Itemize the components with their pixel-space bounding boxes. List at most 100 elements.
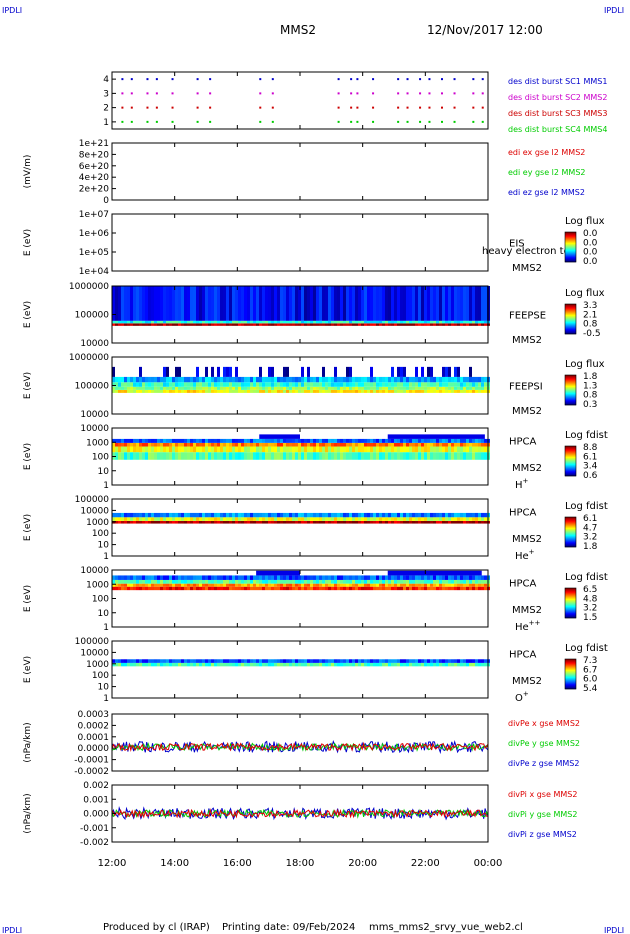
y-tick-label: 1000 <box>86 580 109 590</box>
spectrogram-cell <box>286 583 289 587</box>
spectrogram-cell <box>271 586 274 591</box>
spectrogram-cell <box>259 323 262 326</box>
spectrogram-cell <box>256 438 259 443</box>
spectrogram-cell <box>298 517 301 521</box>
spectrogram-cell <box>292 520 295 524</box>
spectrogram-cell <box>475 442 478 447</box>
spectrogram-cell <box>274 586 277 591</box>
spectrogram-cell <box>256 376 259 383</box>
spectrogram-cell <box>295 586 298 591</box>
spectrogram-cell <box>400 512 403 518</box>
spectrogram-cell <box>238 586 241 591</box>
spectrogram-cell <box>466 659 469 663</box>
spectrogram-cell <box>121 517 124 521</box>
spectrogram-cell <box>352 575 355 580</box>
spectrogram-cell <box>268 320 271 324</box>
spectrogram-cell <box>271 575 274 580</box>
spectrogram-cell <box>301 446 304 453</box>
spectrogram-cell <box>334 323 337 326</box>
spectrogram-cell <box>250 583 253 587</box>
spectrogram-cell <box>262 389 265 393</box>
colorbar-swatch <box>565 401 576 403</box>
spectrogram-cell <box>262 438 265 443</box>
spectrogram-cell <box>157 575 160 580</box>
spectrogram-cell <box>460 323 463 326</box>
spectrogram-cell <box>397 286 400 321</box>
spectrogram-cell <box>214 286 217 321</box>
spectrogram-cell <box>199 438 202 443</box>
spectrogram-cell <box>382 583 385 587</box>
spectrogram-cell <box>118 389 121 393</box>
spectrogram-cell <box>163 517 166 521</box>
spectrogram-cell <box>181 586 184 591</box>
spectrogram-cell <box>163 389 166 393</box>
colorbar-swatch <box>565 403 576 405</box>
spectrogram-cell <box>415 662 418 667</box>
colorbar-swatch <box>565 531 576 533</box>
colorbar-swatch <box>565 328 576 330</box>
spectrogram-cell <box>424 579 427 584</box>
spectrogram-cell <box>193 452 196 460</box>
spectrogram-cell <box>346 662 349 667</box>
species-charge: + <box>529 548 535 556</box>
spectrogram-cell <box>337 386 340 390</box>
spectrogram-cell <box>403 386 406 390</box>
spectrogram-cell <box>151 575 154 580</box>
spectrogram-cell <box>388 575 391 580</box>
spectrogram-cell <box>127 517 130 521</box>
spectrogram-cell <box>226 320 229 324</box>
spectrogram-cell <box>334 575 337 580</box>
spectrogram-cell <box>307 512 310 518</box>
spectrogram-cell <box>373 442 376 447</box>
spectrogram-cell <box>148 286 151 321</box>
spectrogram-cell <box>415 517 418 521</box>
spectrogram-cell <box>298 446 301 453</box>
spectrogram-cell <box>298 389 301 393</box>
spectrogram-cell <box>340 320 343 324</box>
colorbar-swatch <box>565 385 576 387</box>
spectrogram-cell <box>244 376 247 383</box>
plot-frame <box>111 713 489 772</box>
spectrogram-cell <box>406 575 409 580</box>
spectrogram-cell <box>265 575 268 580</box>
spectrogram-cell <box>181 386 184 390</box>
spectrogram-cell <box>355 382 358 387</box>
spectrogram-cell <box>316 583 319 587</box>
spectrogram-cell <box>415 520 418 524</box>
y-axis-label: (nPa/km) <box>23 793 33 833</box>
spectrogram-cell <box>202 446 205 453</box>
spectrogram-cell <box>367 382 370 387</box>
spectrogram-cell <box>346 366 349 377</box>
spectrogram-cell <box>277 386 280 390</box>
spectrogram-cell <box>322 512 325 518</box>
spectrogram-cell <box>184 662 187 667</box>
spectrogram-cell <box>232 579 235 584</box>
spectrogram-cell <box>406 320 409 324</box>
spectrogram-cell <box>244 438 247 443</box>
spectrogram-cell <box>175 659 178 663</box>
spectrogram-cell <box>211 438 214 443</box>
spectrogram-cell <box>133 517 136 521</box>
spectrogram-cell <box>379 520 382 524</box>
spectrogram-cell <box>427 323 430 326</box>
spectrogram-cell <box>247 517 250 521</box>
spectrogram-cell <box>211 517 214 521</box>
burst-marker <box>406 106 409 109</box>
spectrogram-cell <box>235 389 238 393</box>
spectrogram-cell <box>178 512 181 518</box>
colorbar-swatch <box>565 331 576 333</box>
spectrogram-cell <box>163 452 166 460</box>
spectrogram-cell <box>412 583 415 587</box>
spectrogram-cell <box>259 446 262 453</box>
spectrogram-cell <box>292 323 295 326</box>
spectrogram-cell <box>484 376 487 383</box>
colorbar-swatch <box>565 520 576 522</box>
spectrogram-cell <box>367 659 370 663</box>
spectrogram-cell <box>268 446 271 453</box>
spectrogram-cell <box>223 583 226 587</box>
spectrogram-cell <box>241 583 244 587</box>
spectrogram-cell <box>223 512 226 518</box>
colorbar-swatch <box>565 376 576 378</box>
colorbar-swatch <box>565 397 576 399</box>
